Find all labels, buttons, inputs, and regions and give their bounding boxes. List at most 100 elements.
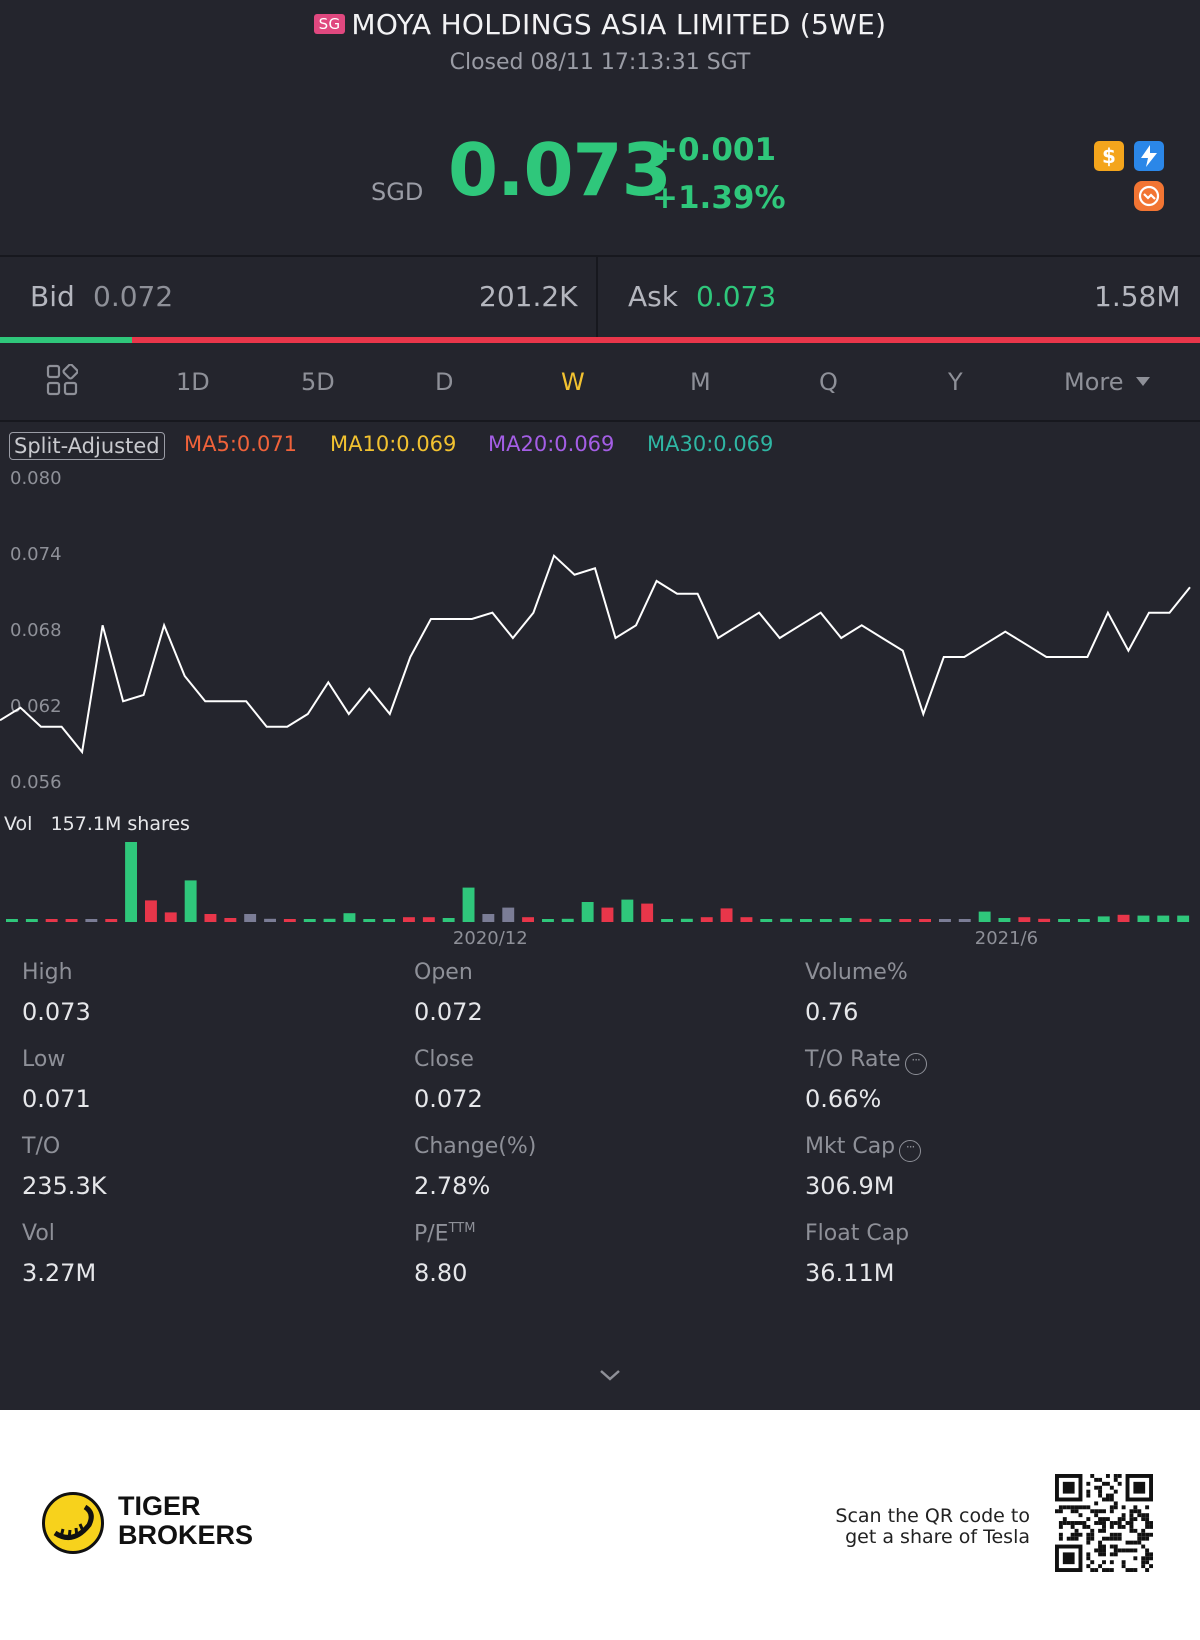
volume-bar [6, 919, 18, 922]
qr-module [1086, 1517, 1091, 1522]
swap-icon[interactable] [1134, 181, 1164, 211]
qr-caption-line-2: get a share of Tesla [845, 1526, 1030, 1548]
qr-module [1066, 1521, 1071, 1525]
volume-bar [760, 919, 773, 922]
qr-module [1102, 1528, 1106, 1533]
stat-label: Mkt Cap ··· [805, 1134, 922, 1162]
qr-module [1066, 1536, 1071, 1541]
qr-module [1109, 1532, 1114, 1537]
qr-module [1074, 1532, 1079, 1537]
ask-price: 0.073 [696, 280, 777, 313]
qr-module [1086, 1552, 1091, 1557]
x-tick-label: 2021/6 [975, 928, 1038, 949]
stat-value: 2.78% [414, 1172, 491, 1200]
qr-module [1117, 1474, 1122, 1478]
qr-module [1129, 1513, 1134, 1518]
tab-1d[interactable]: 1D [176, 368, 210, 396]
volume-bar [561, 918, 574, 922]
stat-label: T/O [22, 1134, 60, 1159]
volume-bar [363, 919, 376, 922]
stat-value: 235.3K [22, 1172, 107, 1200]
qr-module [1105, 1536, 1110, 1541]
volume-bar [680, 918, 693, 922]
brand-name: TIGER BROKERS [118, 1492, 253, 1550]
tab-5d[interactable]: 5D [301, 368, 335, 396]
split-adjusted-toggle[interactable]: Split-Adjusted [9, 432, 165, 460]
stat-value: 36.11M [805, 1259, 895, 1287]
volume-bar [958, 919, 971, 922]
qr-module [1145, 1524, 1150, 1529]
y-tick-label: 0.074 [10, 544, 62, 565]
market-badge: SG [313, 14, 346, 34]
qr-module [1133, 1505, 1138, 1510]
qr-module [1102, 1509, 1106, 1514]
stat-label: High [22, 960, 73, 985]
qr-module [1141, 1532, 1146, 1537]
qr-module [1094, 1501, 1099, 1506]
qr-module [1094, 1485, 1099, 1490]
qr-module [1117, 1524, 1122, 1529]
layout-grid-icon[interactable] [46, 364, 78, 396]
qr-module [1129, 1548, 1134, 1553]
volume-bar [522, 917, 534, 922]
ma10-label: MA10:0.069 [330, 432, 457, 456]
volume-bar [204, 914, 217, 922]
chevron-down-icon[interactable] [598, 1368, 622, 1382]
info-icon[interactable]: ··· [904, 1053, 927, 1075]
divider [0, 255, 1200, 257]
tab-m[interactable]: M [690, 368, 711, 396]
qr-module [1109, 1568, 1114, 1572]
stat-label: Change(%) [414, 1134, 536, 1159]
qr-code-icon[interactable] [1055, 1474, 1153, 1572]
qr-module [1102, 1536, 1106, 1541]
stat-label-text: Change(%) [414, 1134, 537, 1159]
qr-module [1133, 1540, 1138, 1545]
dollar-icon[interactable]: $ [1094, 141, 1124, 171]
qr-module [1058, 1521, 1063, 1525]
volume-bar [244, 914, 257, 922]
qr-module [1070, 1532, 1075, 1537]
qr-module [1105, 1517, 1110, 1522]
tab-d[interactable]: D [435, 368, 454, 396]
qr-module [1094, 1548, 1099, 1553]
qr-module [1105, 1568, 1110, 1572]
volume-bar [383, 919, 396, 922]
qr-caption: Scan the QR code to get a share of Tesla [835, 1506, 1030, 1548]
qr-module [1149, 1556, 1153, 1561]
tiger-logo-icon [42, 1492, 104, 1554]
qr-module [1102, 1497, 1106, 1502]
tab-w[interactable]: W [561, 368, 585, 396]
volume-value: 157.1M shares [50, 813, 190, 835]
volume-bar [45, 919, 58, 922]
qr-module [1098, 1552, 1103, 1557]
bolt-icon[interactable] [1134, 141, 1164, 171]
qr-module [1133, 1517, 1138, 1522]
tab-y[interactable]: Y [948, 368, 963, 396]
tab-more[interactable]: More [1064, 368, 1150, 396]
volume-bar [919, 919, 931, 922]
qr-module [1086, 1556, 1091, 1561]
qr-module [1141, 1564, 1146, 1569]
stat-label-text: Volume% [805, 960, 908, 985]
qr-module [1113, 1505, 1118, 1510]
qr-module [1125, 1521, 1130, 1525]
stat-label-text: Open [414, 960, 473, 985]
qr-module [1149, 1564, 1153, 1569]
qr-module [1109, 1521, 1114, 1525]
stat-label: Close [414, 1047, 474, 1072]
volume-bar [502, 907, 515, 922]
qr-module [1098, 1485, 1103, 1490]
qr-module [1121, 1513, 1126, 1518]
tab-q[interactable]: Q [819, 368, 838, 396]
qr-module [1133, 1528, 1138, 1533]
price-chart[interactable]: 0.080 0.074 0.068 0.062 0.056 2020/12 2021/6 [0, 420, 1200, 950]
qr-module [1074, 1509, 1079, 1514]
qr-module [1094, 1509, 1099, 1514]
qr-module [1102, 1521, 1106, 1525]
info-icon[interactable]: ··· [899, 1140, 922, 1162]
stat-value: 0.073 [22, 998, 91, 1026]
stat-label-text: P/E [414, 1221, 449, 1247]
volume-bar [1077, 919, 1090, 922]
qr-module [1058, 1509, 1063, 1514]
stat-label: P/ETTM [414, 1221, 475, 1246]
